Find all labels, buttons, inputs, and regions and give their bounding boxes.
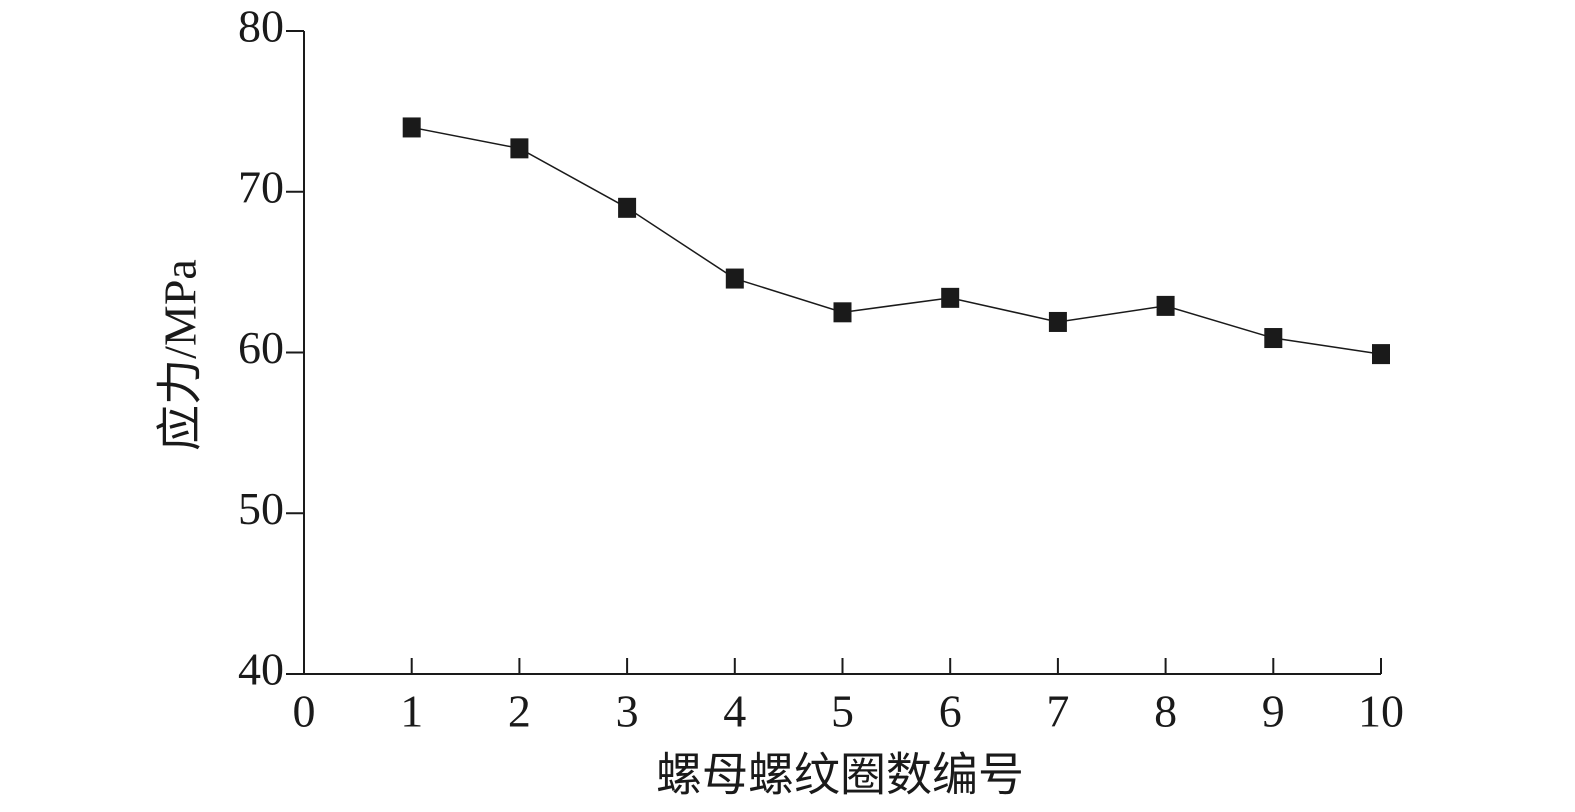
x-tick-label: 7 [1046,686,1069,737]
x-tick-label: 2 [508,686,531,737]
x-tick-label: 3 [616,686,639,737]
x-tick-label: 0 [293,686,316,737]
x-tick-label: 10 [1358,686,1404,737]
x-tick-label: 6 [939,686,962,737]
x-tick-label: 8 [1154,686,1177,737]
y-tick-label: 80 [238,1,284,52]
data-point [1048,311,1067,332]
data-point [941,287,960,308]
y-tick-label: 50 [238,483,284,534]
data-point [1372,344,1390,365]
data-line [411,126,1382,355]
data-point [725,268,744,289]
y-tick-label: 60 [238,322,284,373]
data-point [402,117,421,138]
data-point [1264,328,1283,349]
x-tick-label: 9 [1262,686,1285,737]
x-tick-label: 1 [400,686,423,737]
y-axis-title: 应力/MPa [155,259,206,451]
y-tick-label: 70 [238,161,284,212]
data-point [833,302,852,323]
x-tick-label: 5 [831,686,854,737]
x-axis-title: 螺母螺纹圈数编号 [656,750,1024,801]
data-point [510,138,529,159]
y-tick-label: 40 [238,644,284,695]
data-point [1156,295,1175,316]
data-point [618,197,637,218]
x-tick-label: 4 [723,686,746,737]
